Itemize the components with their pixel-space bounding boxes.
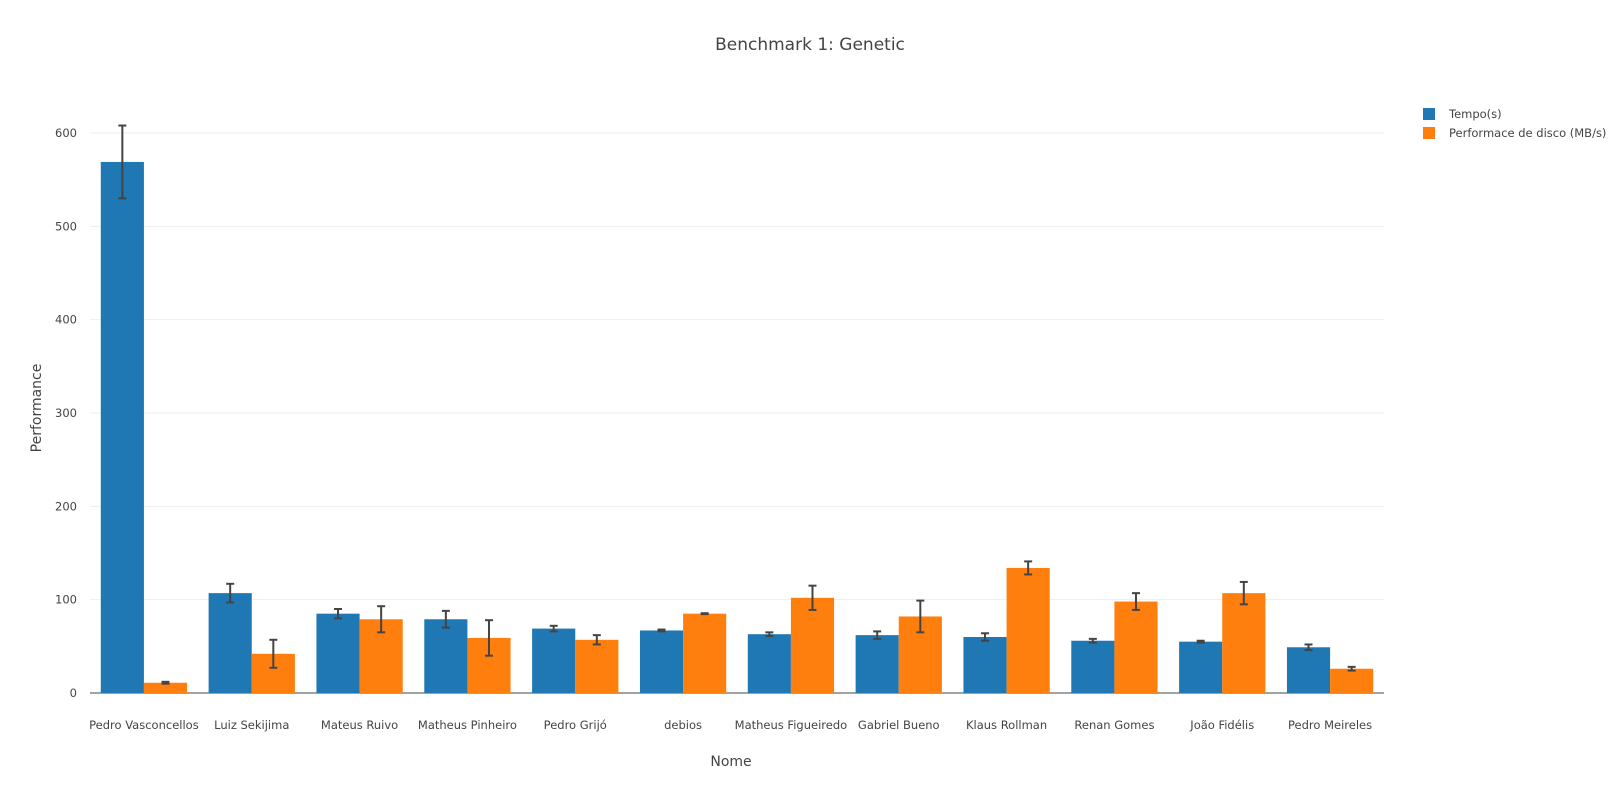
- error-bar: [161, 680, 170, 685]
- error-bar: [441, 609, 450, 629]
- x-tick-label: Pedro Vasconcellos: [89, 718, 199, 732]
- error-bar: [657, 628, 666, 633]
- bar-tempo[interactable]: [963, 637, 1007, 693]
- error-bar: [334, 608, 343, 620]
- bar-tempo[interactable]: [1286, 647, 1331, 693]
- error-bar: [118, 124, 127, 200]
- error-bars-layer: [118, 124, 1356, 685]
- x-tick-label: debios: [664, 718, 702, 732]
- error-bar: [377, 605, 386, 634]
- y-tick-label: 500: [55, 219, 77, 233]
- error-bar: [549, 624, 558, 633]
- x-tick-label: Gabriel Bueno: [858, 718, 940, 732]
- legend-label-disco: Performace de disco (MB/s): [1449, 126, 1606, 140]
- x-tick-label: Matheus Pinheiro: [418, 718, 517, 732]
- legend-swatch-tempo[interactable]: [1423, 108, 1435, 120]
- y-tick-label: 0: [70, 686, 77, 700]
- bars-layer: [100, 161, 1374, 693]
- x-tick-label: Mateus Ruivo: [321, 718, 398, 732]
- bar-tempo[interactable]: [100, 161, 144, 693]
- error-bar: [808, 584, 817, 611]
- bar-tempo[interactable]: [1179, 641, 1223, 693]
- y-tick-label: 200: [55, 499, 77, 513]
- error-bar: [765, 631, 774, 638]
- bar-disco[interactable]: [1114, 601, 1158, 693]
- x-tick-label: Renan Gomes: [1074, 718, 1154, 732]
- error-bar: [916, 599, 925, 634]
- bar-disco[interactable]: [683, 613, 727, 693]
- error-bar: [1131, 592, 1140, 611]
- bar-disco[interactable]: [1006, 567, 1050, 693]
- bar-tempo[interactable]: [855, 635, 899, 693]
- legend-label-tempo: Tempo(s): [1448, 107, 1502, 121]
- legend-swatch-disco[interactable]: [1423, 127, 1435, 139]
- error-bar: [1304, 643, 1313, 652]
- error-bar: [1024, 560, 1033, 576]
- bar-tempo[interactable]: [316, 613, 360, 693]
- bar-tempo[interactable]: [747, 634, 791, 693]
- bar-disco[interactable]: [575, 639, 619, 693]
- error-bar: [981, 632, 990, 642]
- bar-tempo[interactable]: [1071, 640, 1115, 693]
- bar-tempo[interactable]: [208, 593, 252, 693]
- bar-disco[interactable]: [1330, 668, 1374, 693]
- x-tick-label: Pedro Meireles: [1288, 718, 1372, 732]
- error-bar: [592, 634, 601, 646]
- x-axis-title: Nome: [710, 754, 751, 770]
- error-bar: [700, 612, 709, 616]
- x-tick-label: Pedro Grijó: [544, 718, 607, 732]
- error-bar: [1347, 665, 1356, 672]
- error-bar: [484, 619, 493, 657]
- y-tick-label: 100: [55, 593, 77, 607]
- x-tick-label: João Fidélis: [1189, 718, 1254, 732]
- x-tick-label: Matheus Figueiredo: [735, 718, 848, 732]
- y-axis-title: Performance: [29, 364, 45, 453]
- x-tick-labels: Pedro Vasconcellos Luiz Sekijima Mateus Ru…: [89, 718, 1372, 732]
- x-tick-label: Klaus Rollman: [966, 718, 1047, 732]
- error-bar: [873, 630, 882, 640]
- y-tick-label: 400: [55, 313, 77, 327]
- grid-layer: [90, 132, 1384, 694]
- bar-tempo[interactable]: [532, 628, 576, 693]
- legend: Tempo(s) Performace de disco (MB/s): [1423, 107, 1606, 140]
- error-bar: [269, 638, 278, 669]
- y-tick-label: 300: [55, 406, 77, 420]
- bar-tempo[interactable]: [424, 619, 468, 693]
- bar-disco[interactable]: [790, 597, 835, 693]
- y-tick-labels: 0 100 200 300 400 500 600: [55, 126, 77, 700]
- error-bar: [1088, 637, 1097, 644]
- bar-tempo[interactable]: [639, 630, 684, 693]
- error-bar: [1196, 639, 1205, 644]
- bar-disco[interactable]: [1222, 593, 1266, 693]
- chart-title: Benchmark 1: Genetic: [715, 35, 905, 55]
- bar-disco[interactable]: [143, 682, 188, 693]
- y-tick-label: 600: [55, 126, 77, 140]
- x-tick-label: Luiz Sekijima: [214, 718, 289, 732]
- error-bar: [226, 582, 235, 604]
- error-bar: [1239, 580, 1248, 606]
